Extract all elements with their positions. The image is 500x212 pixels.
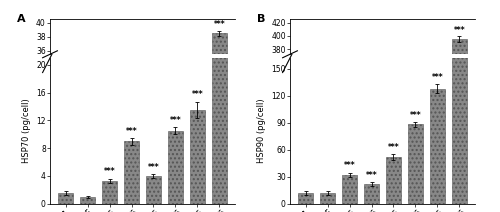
Bar [212,0,226,204]
Text: ***: *** [388,143,400,152]
Bar [364,184,378,204]
Text: ***: *** [410,111,422,120]
Bar [452,39,466,212]
Bar [168,131,182,204]
Bar [190,110,204,204]
Bar [190,208,204,212]
Text: ***: *** [344,161,355,170]
Bar [146,176,160,204]
Bar [320,193,334,204]
Bar [124,141,138,204]
Bar [430,89,444,204]
Bar [408,124,422,204]
Text: ***: *** [366,171,378,180]
Text: ***: *** [126,127,138,135]
Text: ***: *** [104,167,116,176]
Bar [102,181,117,204]
Y-axis label: HSP70 (pg/cell): HSP70 (pg/cell) [22,98,30,163]
Text: A: A [16,14,26,24]
Y-axis label: HSP90 (pg/cell): HSP90 (pg/cell) [257,98,266,163]
Bar [452,0,466,204]
Bar [386,157,400,204]
Bar [212,33,226,212]
Text: ***: *** [148,163,160,172]
Text: ***: *** [170,116,181,125]
Text: B: B [256,14,265,24]
Bar [342,175,356,204]
Bar [58,193,72,204]
Text: ***: *** [454,26,466,35]
Bar [80,197,94,204]
Text: ***: *** [432,73,444,82]
Text: ***: *** [214,20,226,29]
Text: ***: *** [192,91,203,99]
Bar [298,193,312,204]
